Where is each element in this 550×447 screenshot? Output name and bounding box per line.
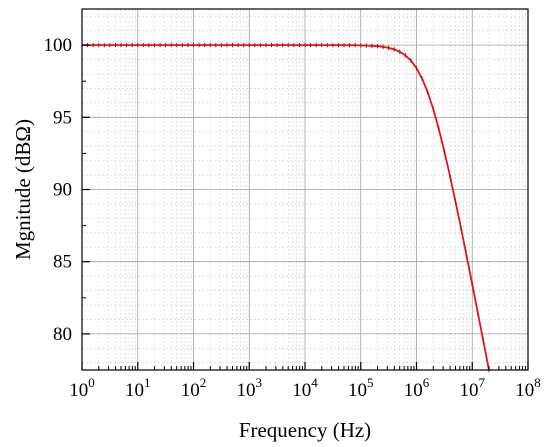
y-tick-label: 95	[53, 107, 72, 128]
y-tick-label: 80	[53, 324, 72, 345]
x-tick-label: 103	[237, 375, 263, 401]
data-series	[82, 44, 490, 371]
x-tick-label: 104	[292, 375, 318, 401]
y-axis-label: Mgnitude (dBΩ)	[11, 119, 35, 260]
x-tick-labels: 100 101 102 103 104 105 106 107 108	[69, 375, 541, 401]
major-grid	[82, 9, 528, 370]
x-tick-label: 105	[348, 375, 374, 401]
data-markers	[81, 42, 490, 373]
x-tick-label: 107	[460, 375, 486, 401]
x-tick-label: 101	[125, 375, 151, 401]
x-tick-label: 102	[181, 375, 207, 401]
x-tick-label: 108	[515, 375, 541, 401]
y-tick-label: 90	[53, 180, 72, 201]
y-tick-label: 100	[44, 35, 73, 56]
axis-ticks	[81, 8, 529, 371]
y-tick-labels: 80 85 90 95 100	[44, 35, 73, 345]
x-tick-label: 100	[69, 375, 95, 401]
x-tick-label: 106	[404, 375, 430, 401]
y-tick-label: 85	[53, 252, 72, 273]
magnitude-line	[82, 44, 490, 371]
x-axis-label: Frequency (Hz)	[239, 418, 371, 442]
